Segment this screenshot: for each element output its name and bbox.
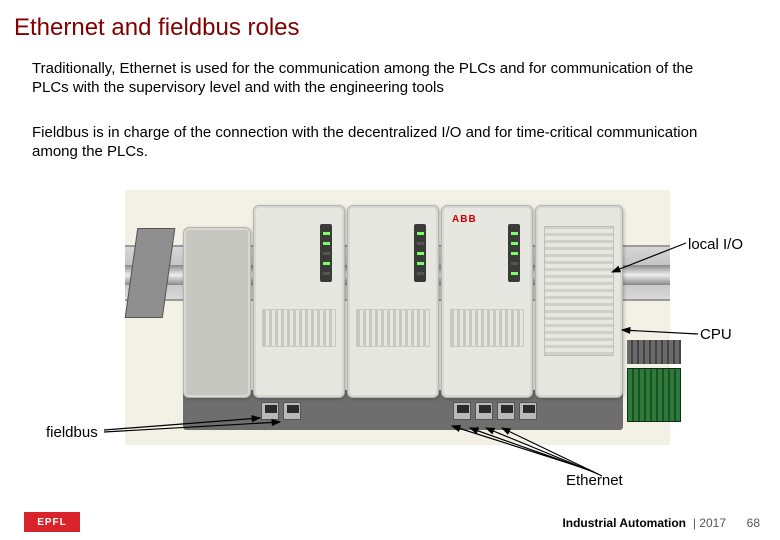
epfl-logo: EPFL: [24, 512, 80, 532]
paragraph-1: Traditionally, Ethernet is used for the …: [32, 60, 732, 98]
cpu-module: ABB: [441, 205, 533, 398]
led-strip: [414, 224, 426, 282]
footer-course: Industrial Automation: [562, 516, 686, 530]
label-ethernet: Ethernet: [566, 472, 623, 489]
abb-logo: ABB: [452, 214, 477, 225]
ethernet-ports: [453, 402, 537, 426]
local-io-module: [535, 205, 623, 398]
fieldbus-port-icon: [261, 402, 279, 420]
module-1: [253, 205, 345, 398]
vent-icon: [544, 226, 614, 356]
plc-assembly: ABB: [183, 205, 623, 430]
ethernet-port-icon: [453, 402, 471, 420]
led-strip: [508, 224, 520, 282]
module-2: [347, 205, 439, 398]
slide: Ethernet and fieldbus roles Traditionall…: [0, 0, 780, 540]
label-local-io: local I/O: [688, 236, 743, 253]
fieldbus-port-icon: [283, 402, 301, 420]
green-terminal-block: [627, 368, 681, 422]
power-module: [183, 227, 251, 398]
fieldbus-ports: [261, 402, 301, 426]
vent-icon: [262, 309, 336, 347]
paragraph-2: Fieldbus is in charge of the connection …: [32, 124, 732, 162]
slide-title: Ethernet and fieldbus roles: [14, 14, 300, 42]
footer-page: 68: [747, 516, 760, 530]
footer-year: | 2017: [693, 516, 726, 530]
vent-icon: [450, 309, 524, 347]
grey-terminal-block: [627, 340, 681, 364]
vent-icon: [356, 309, 430, 347]
led-strip: [320, 224, 332, 282]
ethernet-port-icon: [497, 402, 515, 420]
ethernet-port-icon: [519, 402, 537, 420]
plc-photo: ABB: [125, 190, 670, 445]
label-cpu: CPU: [700, 326, 732, 343]
label-fieldbus: fieldbus: [46, 424, 98, 441]
ethernet-port-icon: [475, 402, 493, 420]
